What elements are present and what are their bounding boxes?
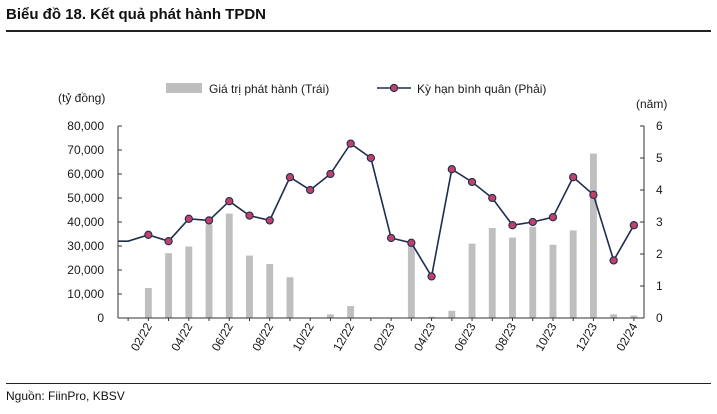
right-tick-label: 1	[656, 279, 663, 293]
line-point	[528, 217, 537, 227]
line-point	[386, 233, 396, 243]
legend-bar-swatch	[166, 83, 202, 93]
left-tick-label: 70,000	[67, 143, 104, 157]
line-point	[184, 214, 193, 223]
left-tick-label: 0	[97, 311, 104, 325]
right-axis-unit: (năm)	[636, 97, 667, 111]
right-tick-label: 6	[656, 119, 663, 133]
x-tick-label: 12/22	[330, 320, 357, 353]
bar	[468, 243, 476, 318]
line-point	[164, 237, 173, 246]
line-point	[407, 238, 416, 247]
x-tick-label: 04/22	[168, 320, 195, 353]
legend: Giá trị phát hành (Trái) Kỳ hạn bình quâ…	[166, 82, 546, 96]
x-tick-label: 02/23	[371, 320, 398, 353]
left-tick-label: 80,000	[67, 119, 104, 133]
x-tick-label: 10/22	[290, 320, 317, 353]
right-tick-label: 0	[656, 311, 663, 325]
bar	[428, 316, 436, 318]
bar	[549, 244, 557, 318]
bar	[266, 264, 274, 318]
x-tick-label: 02/24	[613, 320, 640, 353]
line-point	[569, 173, 578, 182]
left-tick-label: 50,000	[67, 191, 104, 205]
line-point	[467, 177, 477, 187]
bar	[185, 246, 193, 318]
bar	[488, 228, 496, 318]
x-tick-label: 08/22	[249, 320, 276, 353]
bar	[246, 255, 253, 318]
line-point	[589, 190, 598, 199]
line-point	[265, 216, 274, 225]
x-tick-label: 06/23	[451, 320, 478, 353]
left-tick-label: 60,000	[67, 167, 104, 181]
bar	[347, 306, 355, 318]
bar	[165, 253, 173, 318]
line-point	[204, 216, 214, 225]
bar	[326, 314, 334, 318]
bar	[589, 153, 597, 318]
bar	[225, 213, 233, 318]
line-point	[447, 165, 456, 174]
title-rule	[6, 30, 711, 32]
bar	[509, 237, 516, 318]
legend-bar-label: Giá trị phát hành (Trái)	[209, 82, 329, 96]
right-tick-label: 2	[656, 247, 663, 261]
left-tick-label: 10,000	[67, 287, 104, 301]
right-tick-label: 5	[656, 151, 663, 165]
x-tick-label: 12/23	[573, 320, 600, 353]
line-point	[285, 173, 295, 182]
line-point	[225, 197, 234, 206]
left-tick-label: 20,000	[67, 263, 104, 277]
line-point	[488, 193, 497, 203]
x-tick-label: 02/22	[128, 320, 155, 353]
source-rule	[6, 383, 711, 384]
bar	[286, 277, 294, 318]
legend-line-label: Kỳ hạn bình quân (Phải)	[417, 82, 546, 96]
chart-title: Biểu đồ 18. Kết quả phát hành TPDN	[6, 6, 267, 23]
line-point	[548, 213, 558, 222]
bar	[144, 288, 152, 318]
bar	[610, 314, 618, 318]
line-point	[629, 221, 639, 230]
line-point	[306, 185, 315, 195]
line-path	[118, 142, 635, 279]
line-series	[118, 139, 639, 281]
bar-series	[144, 153, 638, 318]
legend-line-marker	[389, 83, 399, 93]
line-point	[346, 139, 355, 148]
bar	[407, 243, 415, 318]
bar	[448, 310, 456, 318]
bar	[529, 226, 537, 318]
right-tick-label: 4	[656, 183, 663, 197]
line-point	[245, 211, 254, 220]
x-tick-label: 04/23	[411, 320, 438, 353]
x-tick-label: 06/22	[209, 320, 236, 353]
x-tick-label: 10/23	[532, 320, 559, 353]
x-tick-label: 08/23	[492, 320, 519, 353]
left-axis-unit: (tỷ đồng)	[58, 91, 105, 105]
bar	[569, 230, 577, 318]
right-tick-label: 3	[656, 215, 663, 229]
line-point	[508, 221, 517, 230]
left-tick-label: 30,000	[67, 239, 104, 253]
line-point	[326, 169, 335, 179]
left-tick-label: 40,000	[67, 215, 104, 229]
line-point	[366, 153, 376, 163]
source-note: Nguồn: FiinPro, KBSV	[6, 389, 125, 403]
bar	[205, 224, 213, 318]
bar	[630, 315, 638, 318]
line-point	[609, 256, 618, 265]
line-point	[144, 230, 153, 239]
line-point	[427, 272, 436, 281]
